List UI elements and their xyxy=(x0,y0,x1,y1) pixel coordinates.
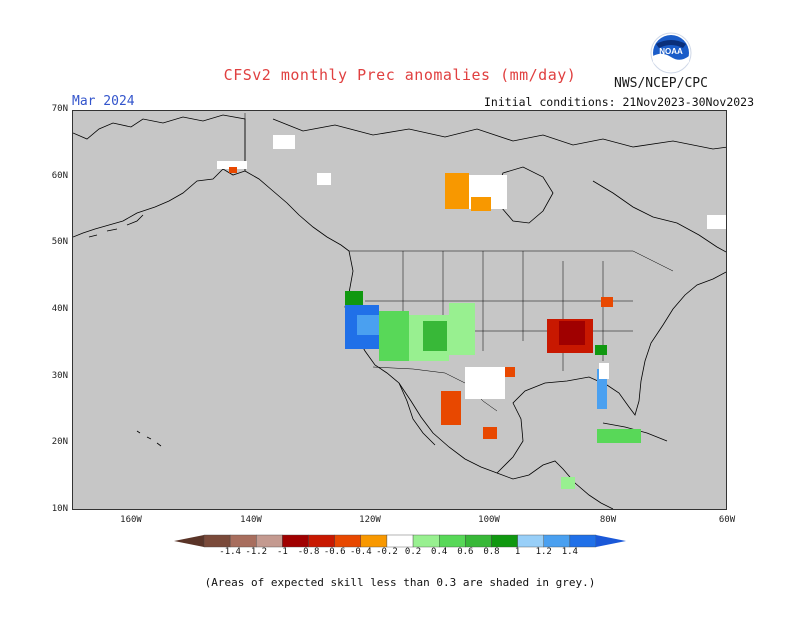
coastline-central-america xyxy=(496,460,614,509)
colorbar-cell xyxy=(360,534,388,548)
lon-label-140w: 140W xyxy=(240,515,262,525)
border-us-mexico xyxy=(372,366,498,412)
colorbar-tick-label: 1.4 xyxy=(561,547,578,557)
colorbar-cell xyxy=(569,534,597,548)
colorbar xyxy=(174,534,626,548)
colorbar-cell xyxy=(386,534,414,548)
lon-label-120w: 120W xyxy=(359,515,381,525)
coastline-bc xyxy=(244,170,350,252)
coastline-baja xyxy=(398,382,436,446)
colorbar-tick-label: 0.2 xyxy=(404,547,422,557)
anomaly-patches xyxy=(217,135,726,489)
anomaly-map xyxy=(72,110,727,510)
initial-conditions: Initial conditions: 21Nov2023-30Nov2023 xyxy=(484,95,755,109)
coastline-labrador xyxy=(592,180,726,253)
lon-label-60w: 60W xyxy=(718,515,736,525)
colorbar-low-arrow xyxy=(174,535,204,547)
colorbar-tick-label: -0.4 xyxy=(349,547,372,557)
chart-title: CFSv2 monthly Prec anomalies (mm/day) xyxy=(223,66,577,84)
lat-label-40n: 40N xyxy=(51,304,68,314)
colorbar-tick-label: -0.6 xyxy=(323,547,346,557)
coastline-hawaii xyxy=(136,430,162,447)
coastline-aleutians xyxy=(88,214,144,238)
lon-label-100w: 100W xyxy=(478,515,500,525)
colorbar-tick-label: -0.2 xyxy=(376,547,398,557)
colorbar-tick-label: -0.8 xyxy=(297,547,320,557)
lon-label-80w: 80W xyxy=(599,515,617,525)
colorbar-cell xyxy=(517,534,544,548)
lat-label-70n: 70N xyxy=(51,104,68,114)
map-canvas xyxy=(73,113,726,509)
colorbar-cell xyxy=(334,534,362,548)
colorbar-tick-label: 0.4 xyxy=(431,547,448,557)
agency-label: NWS/NCEP/CPC xyxy=(614,76,708,91)
colorbar-high-arrow xyxy=(596,535,626,547)
coastline-us-west xyxy=(344,250,498,474)
skill-note: (Areas of expected skill less than 0.3 a… xyxy=(204,576,596,589)
colorbar-cell xyxy=(412,534,440,548)
forecast-month: Mar 2024 xyxy=(72,94,135,109)
border-us-canada xyxy=(349,250,674,272)
colorbar-tick-label: -1 xyxy=(276,547,288,557)
lat-label-60n: 60N xyxy=(51,171,68,181)
colorbar-cell xyxy=(308,534,335,548)
lat-label-10n: 10N xyxy=(51,504,68,514)
colorbar-cell xyxy=(282,534,309,548)
colorbar-tick-label: -1.4 xyxy=(219,547,241,557)
colorbar-tick-label: 1 xyxy=(514,547,521,557)
coastline-gulf xyxy=(496,376,642,474)
colorbar-tick-label: 0.8 xyxy=(483,547,500,557)
colorbar-tick-label: 0.6 xyxy=(457,547,474,557)
colorbar-cell xyxy=(229,534,257,548)
colorbar-cell xyxy=(465,534,492,548)
coastline-alaska xyxy=(73,114,246,238)
lat-label-20n: 20N xyxy=(51,437,68,447)
lat-label-50n: 50N xyxy=(51,237,68,247)
noaa-logo-icon: NOAA xyxy=(650,32,692,74)
coastline-arctic xyxy=(272,118,726,150)
colorbar-cells xyxy=(203,534,597,548)
colorbar-tick-label: 1.2 xyxy=(535,547,552,557)
coastline-us-east xyxy=(640,271,726,382)
colorbar-cell xyxy=(439,534,466,548)
colorbar-cell xyxy=(256,534,283,548)
lon-label-160w: 160W xyxy=(120,515,142,525)
colorbar-cell xyxy=(203,534,231,548)
lat-label-30n: 30N xyxy=(51,371,68,381)
svg-text:NOAA: NOAA xyxy=(659,47,683,56)
colorbar-tick-label: -1.2 xyxy=(245,547,268,557)
colorbar-cell xyxy=(491,534,518,548)
state-borders xyxy=(365,251,633,371)
colorbar-cell xyxy=(543,534,571,548)
